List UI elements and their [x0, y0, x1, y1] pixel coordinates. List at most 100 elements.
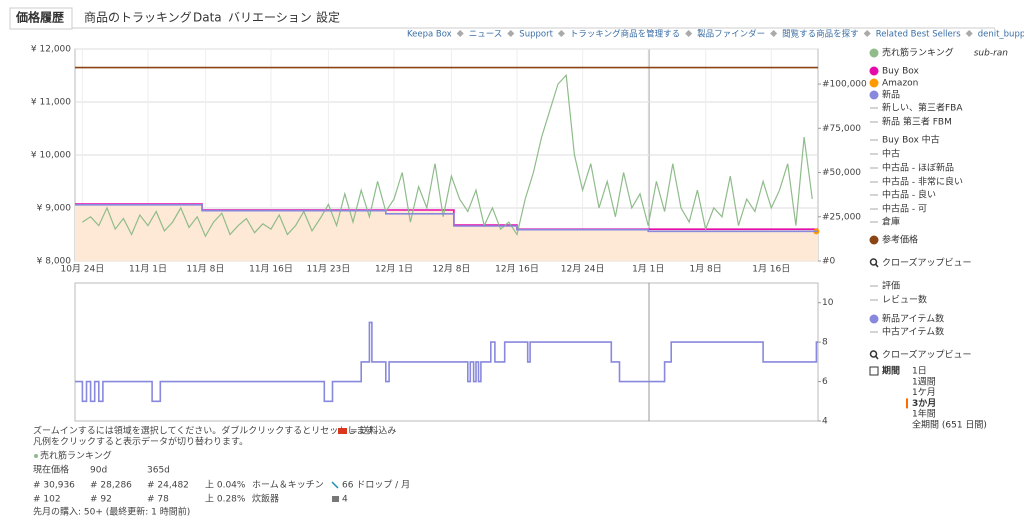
legend-entry[interactable]: 新品	[882, 89, 900, 101]
legend-entry[interactable]: 中古品 - 良い	[882, 189, 936, 201]
nav-link[interactable]: denit_buppan	[978, 30, 1024, 40]
stats-cell: 4	[342, 495, 348, 505]
nav-link[interactable]: Related Best Sellers	[876, 30, 962, 40]
closeup-toggle[interactable]: クローズアップビュー	[882, 349, 972, 361]
period-option[interactable]: 1週間	[912, 376, 936, 387]
legend-entry[interactable]: Buy Box	[882, 67, 919, 77]
search-icon	[874, 355, 879, 360]
stats-title: 売れ筋ランキング	[40, 450, 112, 462]
stats-cell: # 30,936	[33, 481, 75, 491]
legend-entry[interactable]: 新品アイテム数	[882, 313, 944, 325]
y2-tick-label: 8	[822, 338, 828, 348]
y2-tick-label: #50,000	[822, 168, 861, 178]
note: = 送料込み	[350, 425, 396, 437]
separator-icon	[965, 29, 973, 38]
x-tick-label: 12月 8日	[432, 264, 470, 275]
period-option[interactable]: 3か月	[912, 398, 936, 409]
separator-icon	[456, 29, 464, 38]
separator-icon	[557, 29, 565, 38]
y2-tick-label: 10	[822, 298, 834, 308]
tab[interactable]: 商品のトラッキング	[84, 10, 192, 25]
stats-header: 現在価格	[33, 464, 69, 476]
legend-entry[interactable]: 中古品 - ほぼ新品	[882, 162, 954, 174]
legend-sub[interactable]: sub-ran	[974, 49, 1009, 59]
legend-entry[interactable]: 中古品 - 非常に良い	[882, 176, 963, 188]
legend-entry[interactable]: 評価	[882, 280, 900, 292]
legend-entry[interactable]: レビュー数	[882, 294, 927, 306]
separator-icon	[507, 29, 515, 38]
x-tick-label: 1月 16日	[752, 264, 790, 275]
series-line	[82, 73, 813, 238]
stats-header: 365d	[147, 466, 170, 476]
series-line	[75, 321, 818, 403]
legend-entry[interactable]: 中古アイテム数	[882, 326, 944, 338]
period-label: 期間	[882, 365, 900, 377]
legend-entry[interactable]: 新しい、第三者FBA	[882, 102, 963, 114]
legend-entry[interactable]: 中古	[882, 148, 900, 160]
period-option[interactable]: 1年間	[912, 408, 936, 420]
legend-entry[interactable]: 倉庫	[882, 216, 900, 228]
search-icon	[869, 350, 878, 358]
search-icon	[869, 258, 878, 266]
period-active-bar	[906, 398, 908, 409]
legend-entry[interactable]: Buy Box 中古	[882, 134, 940, 146]
x-tick-label: 11月 1日	[129, 264, 167, 275]
stats-footer: 先月の購入: 50+ (最終更新: 1 時間前)	[33, 506, 190, 518]
nav-link[interactable]: Support	[519, 30, 553, 40]
y-tick-label: ¥ 11,000	[31, 98, 71, 108]
trend-icon	[331, 481, 339, 489]
tab[interactable]: 価格履歴	[15, 10, 64, 25]
y2-tick-label: #75,000	[822, 124, 861, 134]
legend-entry[interactable]: 売れ筋ランキング	[882, 47, 954, 59]
x-tick-label: 11月 16日	[249, 264, 293, 275]
legend-entry[interactable]: Amazon	[882, 79, 918, 89]
legend-dot	[869, 78, 879, 88]
y2-tick-label: #0	[822, 257, 836, 267]
lower-plot	[74, 282, 819, 422]
legend-dot	[869, 66, 879, 76]
y-tick-label: ¥ 9,000	[37, 204, 72, 214]
tab[interactable]: バリエーション	[228, 11, 312, 25]
stats-cell: # 92	[90, 495, 112, 505]
tab[interactable]: 設定	[316, 10, 340, 25]
y2-tick-label: #100,000	[822, 80, 867, 90]
legend-dot	[869, 48, 879, 58]
shipping-icon	[338, 428, 347, 434]
legend-entry[interactable]: 中古品 - 可	[882, 203, 927, 215]
x-tick-label: 1月 8日	[689, 264, 721, 275]
legend-dot	[869, 314, 879, 324]
legend-entry[interactable]: 参考価格	[882, 234, 918, 246]
stats-cell: # 102	[33, 495, 61, 505]
legend-entry[interactable]: 新品 第三者 FBM	[882, 116, 952, 128]
separator-icon	[685, 29, 693, 38]
separator-icon	[770, 29, 778, 38]
area	[75, 204, 818, 261]
note: 凡例をクリックすると表示データが切り替わります。	[33, 436, 248, 448]
nav-link[interactable]: 閲覧する商品を探す	[782, 29, 859, 40]
x-tick-label: 12月 24日	[561, 264, 605, 275]
stats-cell: 上 0.28%	[205, 494, 246, 505]
separator-icon	[863, 29, 871, 38]
nav-link[interactable]: 製品ファインダー	[697, 29, 765, 40]
stats-dot	[34, 454, 38, 458]
y-tick-label: ¥ 12,000	[31, 45, 71, 55]
x-tick-label: 11月 8日	[186, 264, 224, 275]
closeup-toggle[interactable]: クローズアップビュー	[882, 257, 972, 269]
nav-link[interactable]: ニュース	[469, 30, 503, 40]
calendar-icon	[869, 366, 879, 376]
nav-link[interactable]: Keepa Box	[407, 30, 452, 40]
x-tick-label: 11月 23日	[307, 264, 351, 275]
category-icon	[332, 496, 339, 502]
y2-tick-label: 6	[822, 377, 828, 387]
note: ズームインするには領域を選択してください。ダブルクリックするとリセットします。	[33, 425, 382, 437]
stats-cell: # 78	[147, 495, 169, 505]
search-icon	[874, 263, 879, 268]
x-tick-label: 12月 16日	[495, 264, 539, 275]
x-tick-label: 1月 1日	[632, 264, 664, 275]
period-option[interactable]: 全期間 (651 日間)	[912, 419, 987, 431]
period-option[interactable]: 1ケ月	[912, 387, 936, 398]
x-tick-label: 12月 1日	[375, 264, 413, 275]
period-option[interactable]: 1日	[912, 366, 927, 377]
tab[interactable]: Data	[193, 11, 222, 25]
nav-link[interactable]: トラッキング商品を管理する	[570, 29, 680, 40]
